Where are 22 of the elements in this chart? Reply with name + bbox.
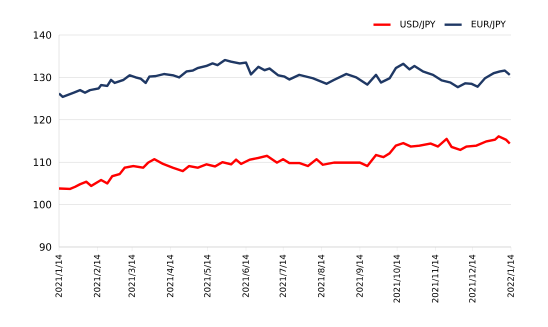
x-tick-label: 2021/3/14 — [128, 254, 136, 298]
x-tick-label: 2021/10/14 — [394, 254, 401, 303]
x-tick-label: 2021/6/14 — [242, 254, 250, 298]
line-series — [59, 58, 511, 98]
x-tick-label: 2021/8/14 — [318, 254, 326, 298]
x-tick-label: 2021/1/14 — [55, 254, 63, 298]
y-tick-label: 100 — [34, 200, 52, 208]
legend-label: EUR/JPY — [472, 20, 506, 30]
y-tick-label: 140 — [34, 31, 52, 39]
legend-label: USD/JPY — [400, 20, 436, 30]
y-tick-label: 110 — [34, 158, 52, 166]
x-tick-label: 2021/2/14 — [94, 254, 101, 298]
x-tick-label: 2021/11/14 — [432, 254, 440, 303]
x-tick-label: 2021/7/14 — [280, 254, 287, 298]
x-tick-label: 2021/9/14 — [356, 254, 364, 298]
y-tick-label: 90 — [40, 243, 52, 251]
x-tick-label: 2022/1/14 — [507, 254, 515, 298]
x-tick-label: 2021/4/14 — [166, 254, 174, 298]
y-tick-label: 130 — [34, 74, 52, 82]
x-tick-label: 2021/12/14 — [469, 254, 476, 303]
x-tick-label: 2021/5/14 — [204, 254, 212, 298]
y-tick-label: 120 — [34, 116, 52, 124]
